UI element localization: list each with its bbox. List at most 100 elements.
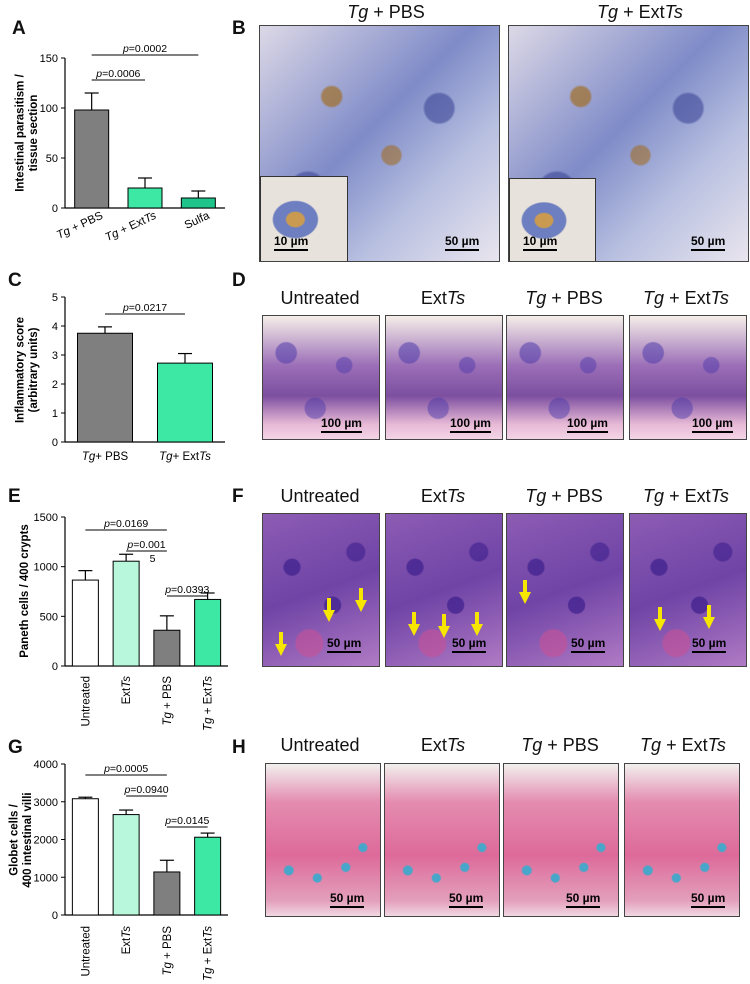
header-h-ext: ExtTs xyxy=(420,735,466,755)
bar xyxy=(71,579,99,667)
y-tick-label: 150 xyxy=(40,53,58,65)
header-d-tg-pbs: Tg + PBS xyxy=(525,288,603,308)
x-tick-label: Tg+ PBS xyxy=(82,451,129,463)
x-tick-label: Tg + ExtTs xyxy=(103,210,158,244)
ihc-image-tg-ext: 10 µm 50 µm xyxy=(508,25,749,262)
bar xyxy=(180,197,216,209)
y-tick-label: 3 xyxy=(52,350,58,362)
pas-image-untreated: 50 µm xyxy=(265,763,381,917)
p-value-label: p=0.0006 xyxy=(95,68,140,80)
scale-bar-inset: 10 µm xyxy=(523,234,558,251)
panel-letter-f: F xyxy=(232,486,244,507)
scale-bar: 50 µm xyxy=(445,234,480,251)
y-tick-label: 50 xyxy=(46,153,58,165)
y-tick-label: 1000 xyxy=(34,872,58,884)
panel-letter-g: G xyxy=(8,737,23,758)
y-tick-label: 4000 xyxy=(34,759,58,771)
y-axis-label: Globet cells /400 intestinal villi xyxy=(9,792,34,887)
scale-bar-inset: 10 µm xyxy=(274,234,309,251)
x-tick-label: Tg + PBS xyxy=(55,210,105,242)
bar xyxy=(112,814,140,916)
header-b-2: Tg + ExtTs xyxy=(597,2,683,22)
y-tick-label: 100 xyxy=(40,103,58,115)
scale-bar: 50 µm xyxy=(566,891,601,908)
paneth-image-tg-pbs: 50 µm xyxy=(506,513,624,667)
arrow-icon xyxy=(703,605,715,629)
header-f-tg-pbs: Tg + PBS xyxy=(525,486,603,506)
x-tick-label: ExtTs xyxy=(121,926,133,955)
header-b-1: Tg + PBS xyxy=(347,2,425,22)
header-d-untreated: Untreated xyxy=(280,288,360,308)
y-tick-label: 4 xyxy=(52,321,58,333)
x-tick-label: Tg + PBS xyxy=(162,926,174,976)
header-h-untreated: Untreated xyxy=(280,735,360,755)
y-axis-label: Intestinal parasitism /tissue section xyxy=(15,73,40,191)
scale-bar: 50 µm xyxy=(449,891,484,908)
p-value-label: p=0.001 xyxy=(126,539,165,551)
scale-bar: 100 µm xyxy=(450,416,491,433)
pas-image-ext: 50 µm xyxy=(384,763,500,917)
chart-a: 0 50 100 150 Intestinal parasitism /tissue s… xyxy=(0,0,230,265)
x-tick-label: Tg+ ExtTs xyxy=(159,451,211,463)
arrow-icon xyxy=(408,612,420,636)
p-value-label: p=0.0002 xyxy=(122,43,167,55)
scale-bar: 100 µm xyxy=(321,416,362,433)
header-f-untreated: Untreated xyxy=(280,486,360,506)
y-tick-label: 0 xyxy=(52,437,58,449)
y-axis-label: Paneth cells / 400 crypts xyxy=(19,524,31,658)
p-value-label: p=0.0169 xyxy=(103,518,148,530)
x-tick-label: Tg + ExtTs xyxy=(203,926,215,980)
header-d-ext: ExtTs xyxy=(420,288,466,308)
header-f-ext: ExtTs xyxy=(420,486,466,506)
panel-letter-d: D xyxy=(232,270,246,291)
y-tick-label: 0 xyxy=(52,203,58,215)
bar xyxy=(112,560,140,667)
x-tick-label: Untreated xyxy=(80,676,92,727)
y-tick-label: 2 xyxy=(52,379,58,391)
arrow-icon xyxy=(355,588,367,612)
scale-bar: 100 µm xyxy=(692,416,733,433)
x-tick-label: Sulfa xyxy=(183,210,212,232)
p-value-label: p=0.0217 xyxy=(122,302,167,314)
y-tick-label: 1500 xyxy=(34,512,58,524)
p-value-label: 5 xyxy=(150,553,156,565)
bar xyxy=(153,871,181,916)
ihc-inset-tg-pbs xyxy=(260,176,348,261)
p-value-label: p=0.0145 xyxy=(164,815,209,827)
p-value-label: p=0.0393 xyxy=(164,584,209,596)
scale-bar: 50 µm xyxy=(691,234,726,251)
scale-bar: 50 µm xyxy=(571,636,606,653)
scale-bar: 50 µm xyxy=(691,891,726,908)
y-tick-label: 3000 xyxy=(34,797,58,809)
he-image-untreated: 100 µm xyxy=(262,315,380,440)
panel-letter-c: C xyxy=(8,270,22,291)
bar xyxy=(194,836,222,916)
header-h-tg-ext: Tg + ExtTs xyxy=(640,735,726,755)
bar xyxy=(194,598,222,667)
bar xyxy=(77,332,133,443)
scale-bar: 50 µm xyxy=(452,636,487,653)
y-tick-label: 500 xyxy=(40,611,58,623)
paneth-image-ext: 50 µm xyxy=(385,513,503,667)
panel-letter-b: B xyxy=(232,18,246,39)
header-f-tg-ext: Tg + ExtTs xyxy=(643,486,729,506)
p-value-label: p=0.0005 xyxy=(103,763,148,775)
arrow-icon xyxy=(519,580,531,604)
y-tick-label: 2000 xyxy=(34,835,58,847)
bar xyxy=(71,798,99,916)
pas-image-tg-ext: 50 µm xyxy=(624,763,740,917)
y-tick-label: 0 xyxy=(52,910,58,922)
arrow-icon xyxy=(471,612,483,636)
bar xyxy=(153,629,181,667)
he-image-tg-ext: 100 µm xyxy=(629,315,747,440)
arrow-icon xyxy=(654,607,666,631)
scale-bar: 50 µm xyxy=(692,636,727,653)
bar xyxy=(74,109,110,209)
y-tick-label: 5 xyxy=(52,292,58,304)
ihc-inset-tg-ext xyxy=(509,178,596,261)
x-tick-label: Tg + PBS xyxy=(162,676,174,726)
scale-bar: 50 µm xyxy=(330,891,365,908)
he-image-tg-pbs: 100 µm xyxy=(506,315,624,440)
header-h-tg-pbs: Tg + PBS xyxy=(521,735,599,755)
header-d-tg-ext: Tg + ExtTs xyxy=(643,288,729,308)
